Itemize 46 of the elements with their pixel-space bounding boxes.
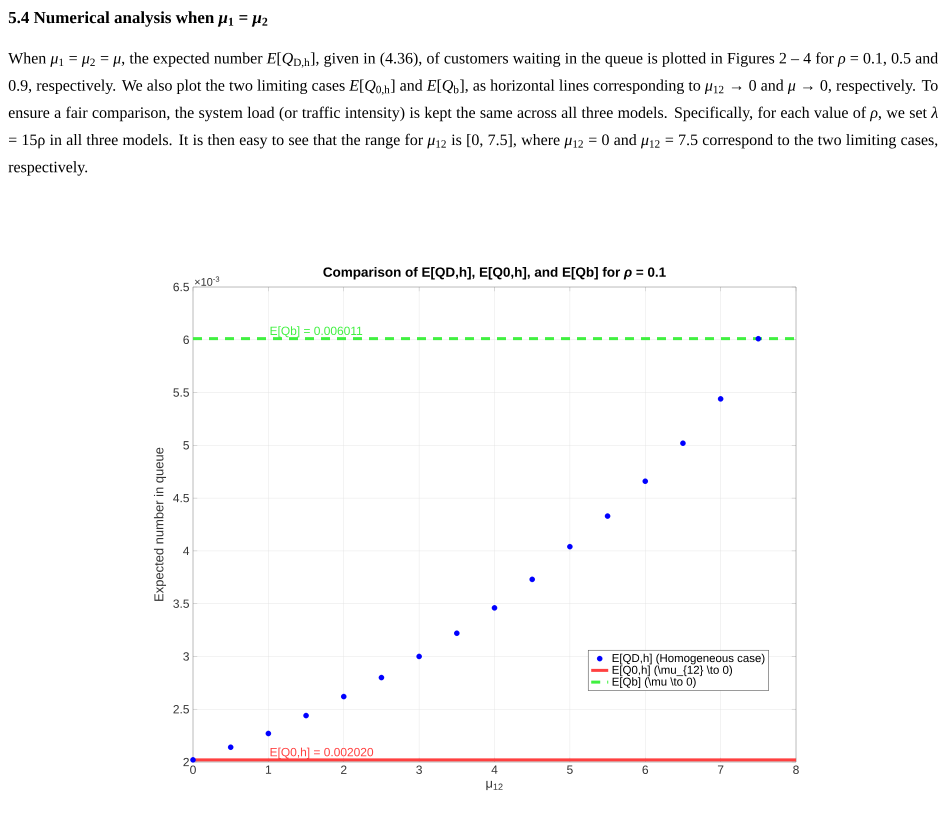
y-tick-label: 6.5 (173, 282, 189, 292)
x-tick-label: 5 (567, 766, 573, 774)
x-tick-label: 6 (642, 766, 648, 774)
point (529, 576, 535, 582)
text: 5.4 Numerical analysis when μ$_{1}$ = μ$_{2}$ (8, 11, 268, 27)
point (567, 544, 573, 550)
point (228, 744, 234, 750)
chart-title: Comparison of E[QD,h], E[Q0,h], and E[Qb] for ρ = 0.1 (323, 266, 666, 280)
y-tick-label: 3 (183, 652, 189, 661)
x-tick-label: 8 (793, 766, 799, 774)
annotation: E[Qb] = 0.006011 (270, 326, 362, 338)
point (190, 757, 196, 763)
text: ×10$^{-3}$ (194, 276, 220, 286)
point (378, 674, 384, 680)
point (680, 440, 686, 446)
legend-label: E[Q0,h] (\mu_{12} \to 0) (612, 666, 732, 676)
annotation: E[Q0,h] = 0.002020 (270, 748, 374, 759)
point (718, 396, 724, 402)
point (756, 336, 762, 342)
point (266, 730, 272, 736)
legend-label: E[QD,h] (Homogeneous case) (612, 654, 764, 664)
point (416, 654, 422, 660)
x-tick-label: 0 (190, 766, 196, 774)
y-tick-label: 5.5 (173, 388, 189, 397)
x-tick-label: 3 (416, 766, 422, 774)
x-tick-label: 4 (491, 766, 498, 774)
legend-label: E[Qb] (\mu \to 0) (612, 677, 696, 688)
point (303, 712, 309, 718)
y-tick-label: 4 (183, 546, 190, 556)
point (340, 694, 347, 700)
point (492, 605, 498, 611)
y-tick-label: 2.5 (173, 705, 189, 714)
point (642, 478, 648, 484)
y-tick-label: 5 (183, 441, 189, 450)
y-tick-label: 4.5 (173, 494, 189, 502)
text: When μ$_{1}$ = μ$_{2}$ = μ, the expected number E[Q$_{D,h}$], given in (4.36), of customers waiting in the queue is plotted in Figures 2 – 4 for ρ = 0.1, 0.5 and 0.9, respectively. We also plot the two limiting cases E[Q$_{0,h}$] and E[Q$_{b}$], as horizontal lines corresponding to μ$_{12}$ → 0 and μ → 0, respectively. To ensure a fair comparison, the system load (or traffic intensity) is kept the same across all three models. Specifically, for each value of ρ, we set λ = 15ρ in all three models. It is then easy to see that the range for μ$_{12}$ is [0, 7.5], where μ$_{12}$ = 0 and μ$_{12}$ = 7.5 correspond to the two limiting cases, respectively. (8, 52, 938, 176)
x-tick-label: 1 (266, 766, 272, 774)
y-tick-label: 2 (183, 758, 189, 766)
y-tick-label: 3.5 (173, 599, 189, 608)
x-tick-label: 2 (341, 766, 346, 774)
point (604, 513, 610, 519)
point (454, 630, 460, 636)
x-axis-title: μ$_{12}$ (486, 780, 503, 790)
x-tick-label: 7 (718, 766, 724, 774)
y-tick-label: 6 (183, 336, 189, 344)
y-axis-title: Expected number in queue (154, 448, 166, 601)
